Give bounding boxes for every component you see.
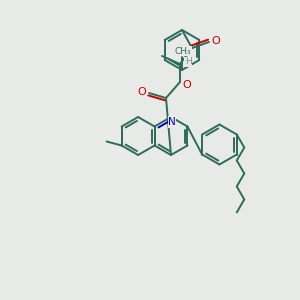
Text: O: O (212, 36, 220, 46)
Text: O: O (138, 87, 146, 97)
Text: O: O (183, 80, 191, 90)
Text: H: H (184, 58, 191, 67)
Text: CH₃: CH₃ (175, 46, 191, 56)
Text: N: N (168, 117, 176, 127)
